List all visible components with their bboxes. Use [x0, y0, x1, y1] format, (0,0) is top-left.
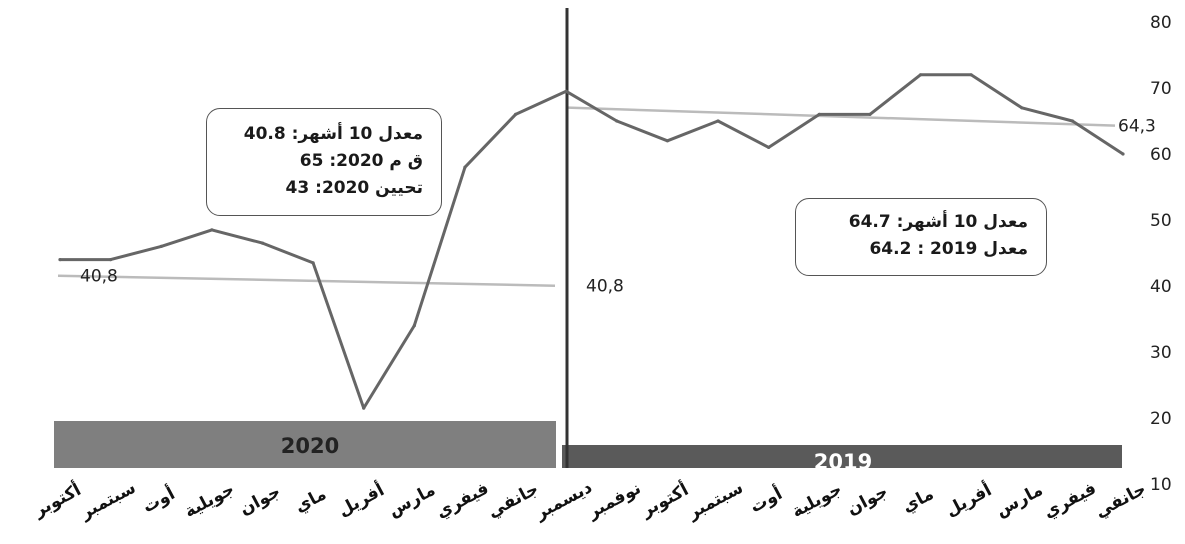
data-point: [311, 261, 315, 265]
data-point: [58, 258, 62, 262]
data-point: [1020, 106, 1024, 110]
x-tick-label: مارس: [385, 480, 439, 521]
annotation-2020-line-2: ق م 2020: 65: [299, 151, 423, 171]
reference-lines: 64,3 40,8 40,8: [57, 106, 1156, 297]
avg-label-2020: 40,8: [80, 267, 118, 287]
x-tick-label: جويلية: [789, 479, 846, 522]
annotation-2019-line-1: معدل 10 أشهر: 64.7: [848, 212, 1028, 232]
data-point: [1121, 152, 1125, 156]
avg-label-2019: 64,3: [1118, 117, 1156, 137]
x-tick-label: جوان: [844, 482, 892, 520]
year-label-2019: 2019: [814, 450, 872, 474]
x-tick-label: أكتوبر: [636, 478, 692, 521]
year-label-2020: 2020: [281, 434, 339, 458]
data-point: [918, 73, 923, 77]
x-tick-label: فيفري: [1040, 479, 1099, 523]
annotation-box-2019: معدل 10 أشهر: 64.7 معدل 2019 : 64.2: [795, 198, 1047, 276]
y-tick-label: 50: [1150, 211, 1172, 231]
annotation-2020-line-1: معدل 10 أشهر: 40.8: [243, 124, 423, 144]
data-point: [260, 241, 265, 245]
annotation-2020-line-3: تحيين 2020: 43: [285, 178, 423, 198]
data-series: [58, 73, 1125, 410]
x-tick-label: جانفي: [1092, 479, 1149, 522]
x-tick-label: مارس: [993, 480, 1047, 521]
x-tick-label: أكتوبر: [29, 478, 85, 521]
y-tick-label: 20: [1150, 409, 1172, 429]
x-tick-label: ديسمبر: [531, 477, 596, 524]
y-tick-label: 10: [1150, 475, 1172, 495]
year-bands: 2019 2020: [54, 421, 1122, 474]
annotation-2019-line-2: معدل 2019 : 64.2: [869, 239, 1028, 259]
data-point: [1070, 119, 1074, 123]
data-point: [564, 89, 568, 93]
x-tick-label: جوان: [236, 482, 284, 520]
data-point: [716, 119, 720, 123]
x-tick-label: ماي: [292, 484, 330, 517]
y-tick-label: 80: [1150, 13, 1172, 33]
year-band-rect-2020: [54, 421, 556, 468]
data-point: [109, 258, 113, 262]
x-tick-label: جويلية: [181, 479, 238, 522]
x-tick-label: نوفمبر: [584, 478, 645, 523]
data-point: [615, 119, 619, 123]
y-tick-label: 60: [1150, 145, 1172, 165]
y-tick-label: 70: [1150, 79, 1172, 99]
year-band-rect-2019: [562, 445, 1122, 468]
data-point: [159, 244, 163, 248]
year-band-2020: 2020: [54, 421, 556, 468]
x-tick-label: أوت: [138, 482, 178, 517]
x-tick-label: فيفري: [433, 479, 492, 523]
avg-line-2019: [567, 106, 1116, 127]
data-point: [463, 165, 467, 169]
avg-line-2020: [57, 274, 556, 287]
annotation-box-2020: معدل 10 أشهر: 40.8 ق م 2020: 65 تحيين 20…: [206, 108, 442, 216]
data-point: [868, 112, 872, 116]
x-tick-label: جانفي: [484, 479, 541, 522]
x-tick-label: أفريل: [941, 478, 995, 520]
data-point: [210, 228, 214, 232]
x-tick-label: سبتمبر: [684, 478, 747, 524]
x-tick-label: أوت: [746, 482, 786, 517]
y-tick-label: 30: [1150, 343, 1172, 363]
data-point: [767, 145, 771, 149]
data-point: [362, 406, 366, 410]
data-point: [665, 139, 670, 143]
year-band-2019: 2019: [562, 445, 1122, 474]
data-point: [969, 73, 973, 77]
data-point: [817, 112, 821, 116]
y-tick-label: 40: [1150, 277, 1172, 297]
x-tick-label: سبتمبر: [76, 478, 139, 524]
divider-label: 40,8: [586, 277, 624, 297]
x-tick-label: ماي: [899, 484, 937, 517]
x-tick-label: أفريل: [334, 478, 388, 520]
x-axis: جانفيفيفريمارسأفريلمايجوانجويليةأوتسبتمب…: [29, 477, 1149, 524]
data-point: [513, 112, 518, 116]
y-axis: 10 20 30 40 50 60 70 80: [1150, 13, 1172, 495]
data-point: [412, 324, 416, 328]
series-line: [60, 73, 1124, 410]
